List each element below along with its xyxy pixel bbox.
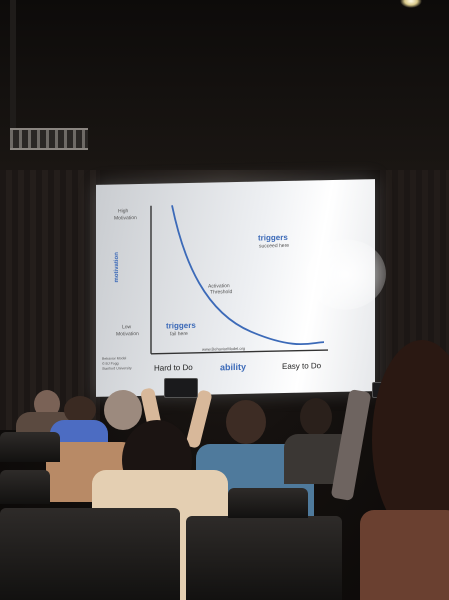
curve-label-2: Threshold	[210, 289, 233, 296]
credit-2: © BJ Fogg	[102, 361, 119, 366]
trigger-upper-sub: succeed here	[259, 242, 290, 250]
auditorium-seat	[228, 488, 308, 518]
trigger-upper-label: triggers	[258, 232, 288, 243]
audience	[0, 340, 449, 600]
x-axis-line	[151, 349, 328, 355]
trigger-lower-sub: fail here	[170, 330, 188, 338]
auditorium-seat	[186, 516, 342, 600]
auditorium-seat	[0, 432, 60, 462]
y-top-label-2: Motivation	[114, 215, 137, 222]
lighting-truss	[10, 128, 88, 150]
y-top-label-1: High	[118, 208, 129, 215]
y-axis-label: motivation	[114, 252, 120, 283]
y-bottom-label-2: Motivation	[116, 331, 139, 338]
attendee-head	[104, 390, 142, 430]
y-bottom-label-1: Low	[122, 324, 132, 331]
left-curtain	[0, 170, 100, 430]
projection-screen: High Motivation motivation Low Motivatio…	[96, 179, 386, 397]
x-left-label: Hard to Do	[154, 362, 193, 373]
activation-threshold-curve	[171, 205, 325, 346]
attendee-head	[300, 398, 332, 436]
foreground-attendee-hair	[372, 340, 449, 540]
x-right-label: Easy to Do	[282, 361, 322, 372]
attendee-head	[64, 396, 96, 424]
x-axis-label: ability	[220, 361, 247, 373]
smartphone-icon	[164, 378, 198, 398]
raised-arm	[185, 389, 213, 449]
lighting-pole	[10, 0, 16, 130]
attendee-head	[226, 400, 266, 444]
auditorium-seat	[0, 470, 50, 504]
credit-3: Stanford University	[102, 366, 132, 371]
auditorium-seat	[0, 508, 180, 600]
source-url: www.BehaviorModel.org	[202, 345, 246, 352]
credit-1: Behavior Model	[102, 356, 127, 361]
foreground-attendee-shoulder	[360, 510, 449, 600]
trigger-lower-label: triggers	[166, 320, 196, 331]
stage-spotlight	[400, 0, 422, 8]
behavior-model-graph	[150, 205, 328, 355]
